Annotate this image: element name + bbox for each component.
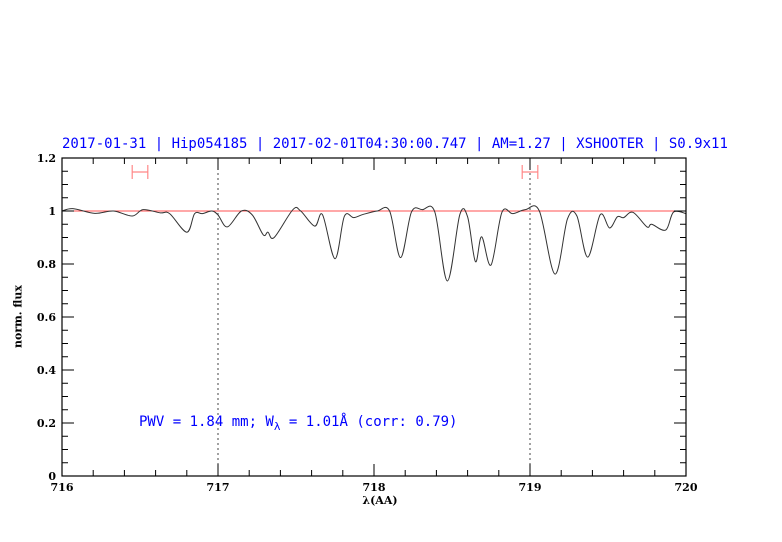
x-axis-label: λ(AA): [362, 494, 398, 507]
spectrum-line: [61, 205, 687, 282]
annotation-subscript: λ: [273, 419, 281, 433]
pwv-annotation: PWV = 1.84 mm; Wλ = 1.01Å (corr: 0.79): [139, 414, 458, 433]
range-marker: [521, 165, 539, 179]
y-tick-label: 1.2: [37, 152, 56, 165]
annotation-prefix: PWV = 1.84 mm; W: [139, 414, 274, 430]
x-tick-label: 720: [675, 481, 698, 494]
y-tick-label: 0: [48, 470, 56, 483]
y-tick-label: 0.8: [37, 258, 56, 271]
annotation-suffix: = 1.01Å (corr: 0.79): [280, 414, 458, 430]
y-axis-label: norm. flux: [11, 285, 25, 348]
y-tick-label: 1: [48, 205, 56, 218]
y-tick-label: 0.2: [37, 417, 56, 430]
y-tick-label: 0.4: [37, 364, 56, 377]
chart-title: 2017-01-31 | Hip054185 | 2017-02-01T04:3…: [62, 136, 728, 152]
x-tick-label: 719: [519, 481, 542, 494]
x-tick-label: 717: [207, 481, 230, 494]
range-marker: [131, 165, 149, 179]
x-tick-label: 716: [51, 481, 74, 494]
y-tick-label: 0.6: [37, 311, 56, 324]
x-tick-label: 718: [363, 481, 386, 494]
